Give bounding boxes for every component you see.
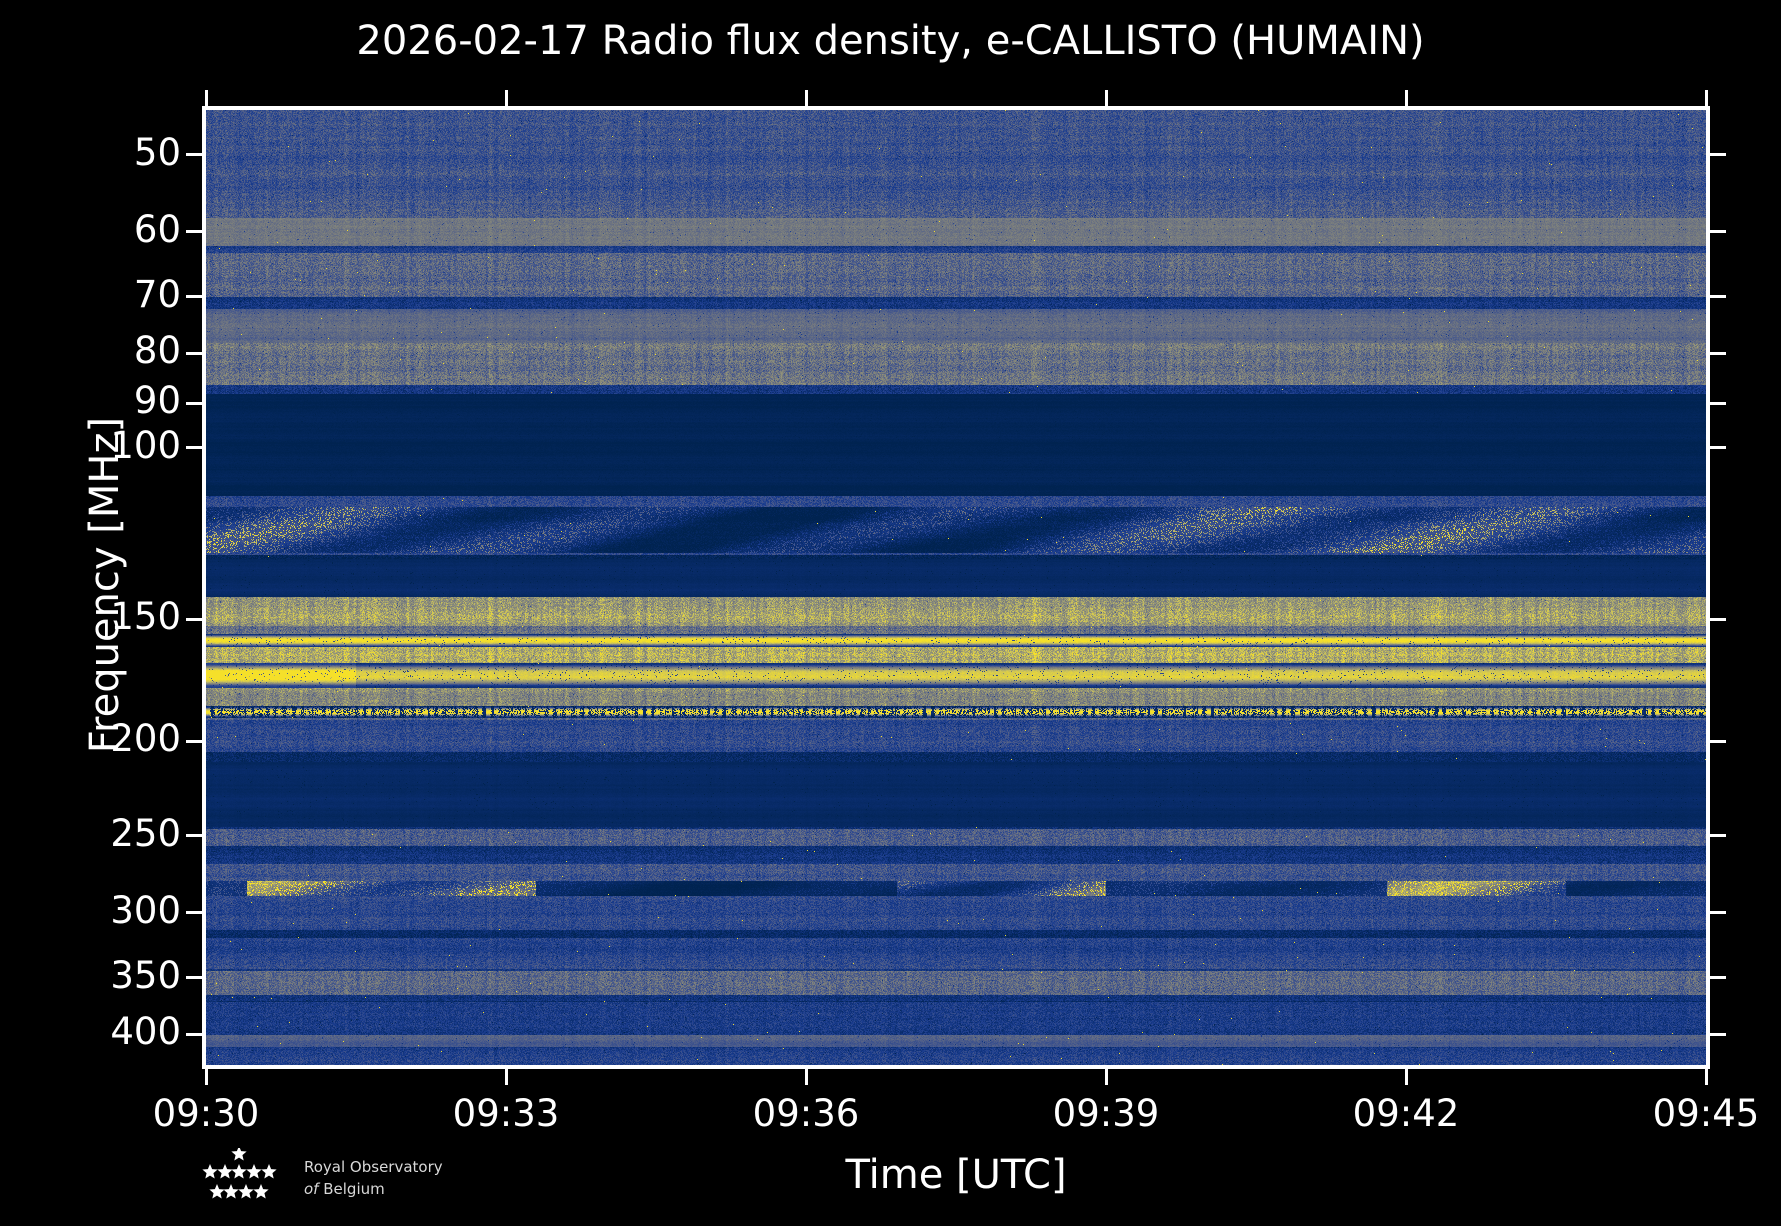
x-tick-top-09-33 xyxy=(504,90,508,106)
y-tick-right-150 xyxy=(1710,617,1726,621)
y-tick-right-200 xyxy=(1710,739,1726,743)
star-icon-9 xyxy=(238,1184,254,1199)
x-tick-label-09-30: 09:30 xyxy=(152,1092,260,1135)
x-tick-09-45 xyxy=(1704,1069,1708,1085)
y-tick-right-350 xyxy=(1710,976,1726,980)
star-icon-10 xyxy=(253,1184,269,1199)
x-tick-09-42 xyxy=(1404,1069,1408,1085)
y-tick-250 xyxy=(186,834,202,838)
axis-spine-right xyxy=(1706,106,1710,1069)
star-icon-3 xyxy=(217,1164,233,1179)
logo-belgium-word: Belgium xyxy=(323,1180,385,1198)
y-tick-right-50 xyxy=(1710,153,1726,157)
y-tick-right-250 xyxy=(1710,834,1726,838)
logo-text: Royal Observatory of Belgium xyxy=(304,1157,443,1201)
y-tick-label-400: 400 xyxy=(110,1010,181,1054)
y-tick-label-250: 250 xyxy=(110,811,181,855)
x-tick-09-30 xyxy=(204,1069,208,1085)
page-title: 2026-02-17 Radio flux density, e-CALLIST… xyxy=(356,18,1425,64)
x-tick-top-09-30 xyxy=(204,90,208,106)
star-icon-8 xyxy=(223,1184,239,1199)
y-tick-label-60: 60 xyxy=(133,207,181,251)
x-tick-label-09-33: 09:33 xyxy=(452,1092,560,1135)
y-tick-label-70: 70 xyxy=(133,272,181,316)
logo-line-2: of Belgium xyxy=(304,1179,443,1201)
axis-spine-left xyxy=(202,106,206,1069)
x-tick-09-36 xyxy=(804,1069,808,1085)
logo-of-word: of xyxy=(304,1180,319,1198)
star-icon-2 xyxy=(202,1164,218,1179)
y-axis-label: Frequency [MHz] xyxy=(82,416,128,754)
y-tick-label-100: 100 xyxy=(110,423,181,467)
x-tick-label-09-42: 09:42 xyxy=(1352,1092,1460,1135)
stars-icon xyxy=(186,1148,292,1210)
spectrogram-image[interactable] xyxy=(206,110,1706,1065)
y-tick-right-60 xyxy=(1710,230,1726,234)
y-tick-label-300: 300 xyxy=(110,888,181,932)
x-tick-09-33 xyxy=(504,1069,508,1085)
y-tick-150 xyxy=(186,617,202,621)
royal-observatory-logo: Royal Observatory of Belgium xyxy=(186,1148,443,1210)
y-tick-400 xyxy=(186,1032,202,1036)
y-tick-right-300 xyxy=(1710,911,1726,915)
star-icon-5 xyxy=(246,1164,262,1179)
y-tick-right-100 xyxy=(1710,446,1726,450)
logo-line-1: Royal Observatory xyxy=(304,1158,443,1177)
y-tick-label-80: 80 xyxy=(133,329,181,373)
x-axis-label: Time [UTC] xyxy=(845,1152,1067,1198)
x-tick-top-09-42 xyxy=(1404,90,1408,106)
y-tick-200 xyxy=(186,739,202,743)
axis-spine-bottom xyxy=(202,1065,1710,1069)
y-tick-right-70 xyxy=(1710,295,1726,299)
x-tick-top-09-45 xyxy=(1704,90,1708,106)
y-tick-80 xyxy=(186,351,202,355)
y-tick-label-50: 50 xyxy=(133,130,181,174)
y-tick-300 xyxy=(186,911,202,915)
y-tick-right-400 xyxy=(1710,1032,1726,1036)
y-tick-90 xyxy=(186,401,202,405)
x-tick-09-39 xyxy=(1104,1069,1108,1085)
y-tick-70 xyxy=(186,295,202,299)
x-tick-top-09-36 xyxy=(804,90,808,106)
star-icon-1 xyxy=(231,1148,247,1161)
y-tick-label-150: 150 xyxy=(110,595,181,639)
y-tick-label-200: 200 xyxy=(110,717,181,761)
y-tick-right-90 xyxy=(1710,401,1726,405)
y-tick-label-350: 350 xyxy=(110,953,181,997)
y-tick-100 xyxy=(186,446,202,450)
x-tick-label-09-39: 09:39 xyxy=(1052,1092,1160,1135)
axis-spine-top xyxy=(202,106,1710,110)
x-tick-label-09-45: 09:45 xyxy=(1652,1092,1760,1135)
star-icon-7 xyxy=(209,1184,225,1199)
spectrogram-plot-area[interactable] xyxy=(206,110,1706,1065)
x-tick-label-09-36: 09:36 xyxy=(752,1092,860,1135)
y-tick-60 xyxy=(186,230,202,234)
y-tick-350 xyxy=(186,976,202,980)
star-icon-6 xyxy=(261,1164,277,1179)
y-tick-50 xyxy=(186,153,202,157)
y-tick-label-90: 90 xyxy=(133,379,181,423)
y-tick-right-80 xyxy=(1710,351,1726,355)
star-icon-4 xyxy=(231,1164,247,1179)
x-tick-top-09-39 xyxy=(1104,90,1108,106)
